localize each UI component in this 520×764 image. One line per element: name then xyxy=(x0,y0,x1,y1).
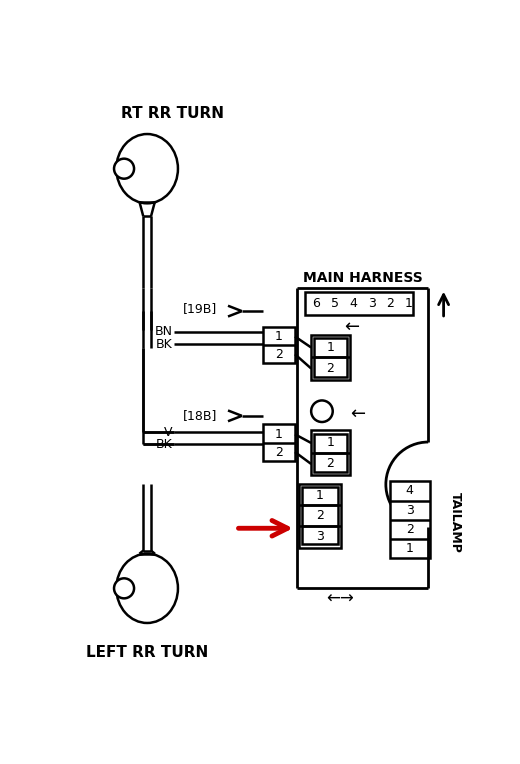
Text: 2: 2 xyxy=(275,445,283,458)
Circle shape xyxy=(114,578,134,598)
Text: LEFT RR TURN: LEFT RR TURN xyxy=(86,645,209,660)
Bar xyxy=(302,487,338,545)
Bar xyxy=(263,424,295,461)
Text: 1: 1 xyxy=(405,297,413,310)
Text: V: V xyxy=(164,426,173,439)
Text: RT RR TURN: RT RR TURN xyxy=(121,105,224,121)
Text: 5: 5 xyxy=(331,297,339,310)
Text: 3: 3 xyxy=(368,297,376,310)
Text: ←: ← xyxy=(344,318,359,335)
Text: 2: 2 xyxy=(327,362,334,375)
Circle shape xyxy=(311,400,333,422)
Text: BK: BK xyxy=(156,438,173,451)
Bar xyxy=(314,338,347,377)
Bar xyxy=(389,481,430,558)
Text: 1: 1 xyxy=(275,330,283,343)
Text: 2: 2 xyxy=(316,510,324,523)
Bar xyxy=(314,433,347,472)
Text: 1: 1 xyxy=(316,489,324,502)
Bar xyxy=(311,430,349,475)
Text: 2: 2 xyxy=(386,297,394,310)
Text: 3: 3 xyxy=(316,530,324,543)
Text: BK: BK xyxy=(156,338,173,351)
Bar xyxy=(299,484,341,548)
Text: 1: 1 xyxy=(406,542,413,555)
Text: 2: 2 xyxy=(406,523,413,536)
Text: 4: 4 xyxy=(349,297,357,310)
Text: 3: 3 xyxy=(406,503,413,516)
Text: [19B]: [19B] xyxy=(184,303,217,316)
Text: 2: 2 xyxy=(275,348,283,361)
Bar xyxy=(263,326,295,364)
Text: 1: 1 xyxy=(275,428,283,441)
Ellipse shape xyxy=(116,134,178,203)
Circle shape xyxy=(114,159,134,179)
Text: 4: 4 xyxy=(406,484,413,497)
Text: ←→: ←→ xyxy=(326,589,354,607)
Text: ←: ← xyxy=(350,405,365,422)
Text: BN: BN xyxy=(154,325,173,338)
Ellipse shape xyxy=(116,554,178,623)
Text: 2: 2 xyxy=(327,458,334,471)
Text: MAIN HARNESS: MAIN HARNESS xyxy=(303,271,423,285)
Bar xyxy=(305,292,413,315)
Bar xyxy=(311,335,349,380)
Text: TAILAMP: TAILAMP xyxy=(449,493,462,553)
Text: 1: 1 xyxy=(327,341,334,354)
Text: 1: 1 xyxy=(327,436,334,449)
Text: [18B]: [18B] xyxy=(184,409,218,422)
Text: 6: 6 xyxy=(313,297,320,310)
